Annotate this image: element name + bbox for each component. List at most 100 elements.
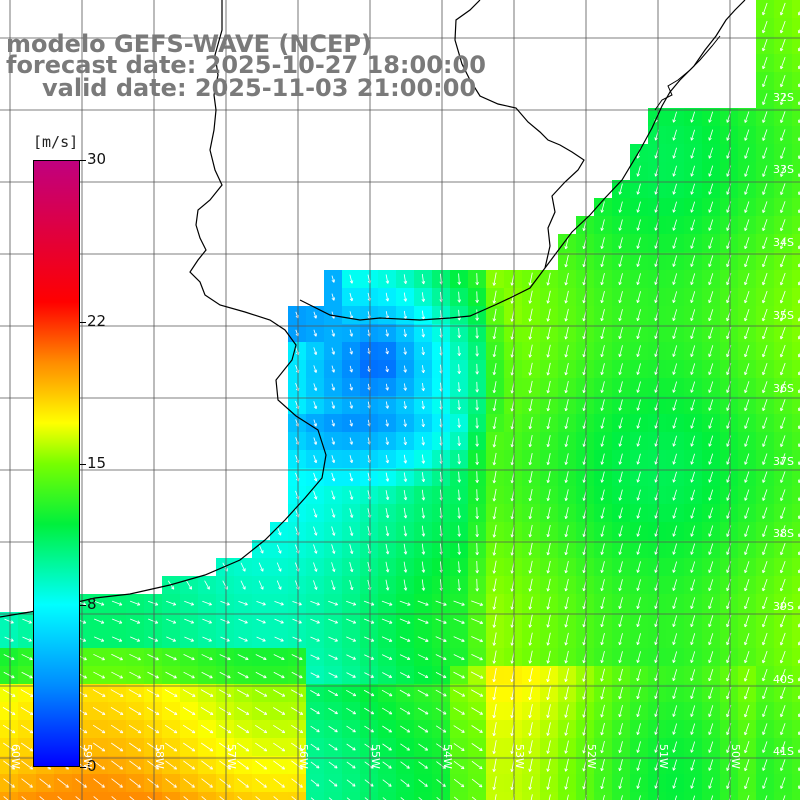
wind-arrow [313,562,318,572]
wind-arrow [310,600,320,606]
wind-arrow [762,272,768,286]
wind-arrow [564,650,569,664]
wind-arrow [528,686,533,701]
wind-arrow [475,381,479,393]
wind-arrow [690,507,696,519]
wind-arrow [744,543,750,555]
wind-arrow [618,417,623,429]
wind-arrow [744,489,750,501]
wind-arrow [403,419,407,427]
wind-arrow [546,542,551,556]
wind-arrow [672,147,677,159]
wind-arrow [779,2,786,16]
wind-arrow [417,654,429,660]
wind-arrow [690,597,696,609]
wind-arrow [744,596,750,610]
wind-arrow [274,600,284,606]
wind-arrow [237,671,249,679]
wind-arrow [528,489,533,502]
wind-arrow [636,741,641,753]
wind-arrow [147,600,159,606]
wind-arrow [22,618,32,624]
wind-arrow [618,363,623,375]
wind-arrow [690,399,696,411]
wind-arrow [166,600,177,606]
wind-arrow [364,725,374,733]
wind-arrow [600,309,605,322]
wind-arrow [600,255,605,268]
wind-arrow [779,272,786,286]
wind-arrow [219,671,231,679]
wind-arrow [564,740,569,754]
wind-arrow [708,399,714,411]
wind-arrow [744,111,750,123]
wind-arrow [672,561,678,573]
wind-arrow [492,668,497,683]
wind-arrow [636,327,641,340]
wind-arrow [546,344,551,358]
wind-arrow [291,671,303,679]
wind-speed-cell [54,792,73,800]
wind-arrow [708,435,714,447]
wind-arrow [313,508,318,518]
wind-speed-cell [756,792,775,800]
wind-arrow [690,165,696,177]
wind-arrow [349,562,354,573]
wind-arrow [363,618,375,624]
wind-arrow [636,237,641,249]
wind-arrow [331,329,336,337]
wind-speed-cell [108,792,127,800]
wind-arrow [546,489,551,502]
wind-arrow [399,600,411,606]
wind-arrow [690,741,696,753]
wind-arrow [184,636,194,642]
wind-arrow [618,471,623,483]
wind-arrow [273,654,285,661]
wind-arrow [220,600,230,606]
wind-arrow [708,471,714,483]
colorbar-tick-mark [80,160,86,161]
wind-speed-cell [792,558,800,577]
wind-arrow [780,489,786,501]
wind-arrow [403,561,408,573]
wind-arrow [313,311,318,319]
wind-arrow [331,365,336,373]
wind-arrow [636,363,641,375]
wind-arrow [636,561,641,573]
wind-arrow [762,308,768,322]
wind-arrow [546,524,551,538]
wind-arrow [708,255,714,267]
wind-arrow [20,689,34,697]
wind-arrow [403,347,407,355]
wind-speed-cell [792,612,800,631]
wind-arrow [708,543,714,555]
wind-arrow [417,689,429,697]
wind-arrow [744,686,750,700]
wind-arrow [219,742,232,752]
wind-arrow [457,382,461,392]
wind-arrow [618,255,623,267]
wind-arrow [779,344,786,358]
wind-arrow [672,129,677,141]
wind-arrow [762,596,768,610]
wind-arrow [672,525,677,537]
wind-arrow [779,668,786,682]
wind-arrow [762,362,768,376]
colorbar-unit: [m/s] [33,133,79,151]
wind-speed-cell [558,792,577,800]
wind-arrow [618,273,623,286]
wind-arrow [744,147,750,159]
wind-arrow [762,290,768,304]
longitude-label: 50W [729,744,742,769]
latitude-label: 41S [773,745,794,758]
wind-arrow [421,273,426,285]
wind-arrow [600,417,605,429]
wind-arrow [204,580,210,590]
wind-arrow [492,614,497,628]
wind-arrow [546,704,551,718]
wind-arrow [672,705,678,717]
wind-arrow [564,596,569,610]
wind-arrow [453,707,465,715]
wind-arrow [331,508,336,518]
wind-arrow [600,273,605,286]
